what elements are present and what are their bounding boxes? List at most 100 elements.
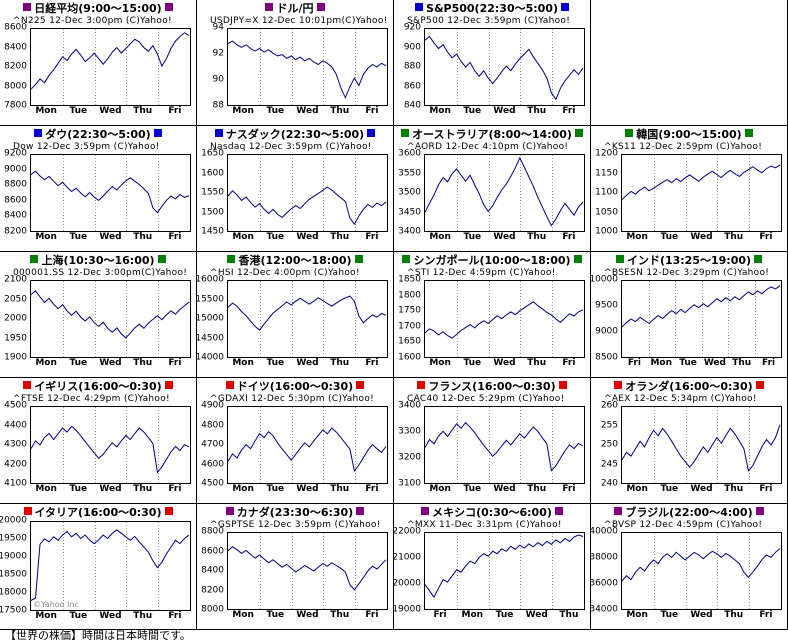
panel-title: 日経平均(9:00～15:00) [34,2,162,15]
panel-header-link[interactable]: オランダ(16:00～0:30) [591,380,787,394]
panel-header-link[interactable]: ダウ(22:30～5:00) [0,128,196,142]
mini-chart[interactable]: 4900 4800 4700 4600 4500 [197,401,393,488]
chart-plot-area [227,154,388,232]
y-tick-label: 1700 [398,321,421,332]
y-tick-label: 3400 [398,400,421,411]
x-tick-label: Tue [660,232,679,242]
y-tick-label: 94 [212,22,224,33]
y-tick-label: 3400 [398,226,421,237]
chart-plot-area [227,280,388,358]
market-panel: ナスダック(22:30～5:00) Nasdaq 12-Dec 3:59pm (… [197,126,394,252]
x-tick-label: Tue [463,232,482,242]
panel-header-link[interactable]: ブラジル(22:00～4:00) [591,506,787,520]
y-tick-label: 255 [600,420,618,430]
region-color-square-icon [367,129,376,137]
region-color-square-icon [30,255,39,263]
chart-plot-area [621,154,782,232]
panel-header-link[interactable]: インド(13:25～19:00) [591,254,787,268]
market-panel: 香港(12:00～18:00) ^HSI 12-Dec 4:00pm (C)Ya… [197,252,394,378]
x-tick-label: Fri [562,358,576,368]
panel-header-link[interactable]: ナスダック(22:30～5:00) [197,128,393,142]
x-tick-label: Mon [650,358,673,368]
x-tick-label: Wed [99,484,122,494]
y-tick-label: 34000 [591,604,618,615]
x-tick-label: Thu [527,358,547,368]
region-color-square-icon [614,507,623,515]
region-color-square-icon [356,381,365,389]
region-color-square-icon [574,129,583,137]
x-tick-label: Fri [759,484,773,494]
mini-chart[interactable]: 920 900 880 860 840 [394,23,590,110]
mini-chart[interactable]: 8600 8400 8200 8000 7800 [0,23,196,110]
panel-title: 韓国(9:00～15:00) [636,128,742,141]
y-tick-label: 18000 [0,587,27,598]
region-color-square-icon [227,255,236,263]
panel-header-link[interactable]: 日経平均(9:00～15:00) [0,2,196,16]
mini-chart[interactable]: 9200 9000 8800 8600 8400 8200 [0,149,196,236]
mini-chart[interactable]: 1650 1600 1550 1500 1450 [197,149,393,236]
x-tick-label: Fri [168,358,182,368]
mini-chart[interactable]: 3400 3300 3200 3100 [394,401,590,488]
y-tick-label: 8500 [595,352,618,363]
y-tick-label: 9500 [595,300,618,311]
y-tick-label: 9200 [4,148,27,159]
panel-header-link[interactable]: フランス(16:00～0:30) [394,380,590,394]
x-axis-labels: Mon Tue Wed Thu Fri [424,358,585,369]
market-panel: インド(13:25～19:00) ^BSESN 12-Dec 3:29pm (C… [591,252,788,378]
panel-header-link[interactable]: オーストラリア(8:00～14:00) [394,128,590,142]
x-tick-label: Thu [330,232,350,242]
panel-title: オランダ(16:00～0:30) [625,380,753,393]
panel-header-link[interactable]: イタリア(16:00～0:30) [0,506,196,520]
panel-header-link[interactable]: 韓国(9:00～15:00) [591,128,787,142]
mini-chart[interactable]: 4500 4400 4300 4200 4100 [0,401,196,488]
panel-header-link[interactable]: カナダ(23:30～6:30) [197,506,393,520]
market-panel: S&P500(22:30～5:00) S&P500 12-Dec 3:59pm … [394,0,591,126]
y-tick-label: 8400 [4,42,27,52]
y-tick-label: 1500 [201,207,224,217]
x-axis-labels: Mon Tue Wed Thu Fri [424,232,585,243]
y-tick-label: 1200 [595,148,618,159]
y-tick-label: 1050 [595,207,618,217]
region-color-square-icon [356,507,365,515]
mini-chart[interactable]: 22000 21000 20000 19000 [394,527,590,614]
mini-chart[interactable]: 260 255 250 245 240 [591,401,787,488]
panel-header-link[interactable]: ドル/円 [197,2,393,16]
panel-header-link[interactable]: S&P500(22:30～5:00) [394,2,590,16]
y-tick-label: 4500 [201,478,224,489]
x-axis-labels: Mon Tue Wed Thu Fri [227,610,388,621]
x-tick-label: Wed [296,610,319,620]
market-panel: 日経平均(9:00～15:00) ^N225 12-Dec 3:00pm (C)… [0,0,197,126]
panel-header-link[interactable]: シンガポール(10:00～18:00) [394,254,590,268]
panel-header-link[interactable]: メキシコ(0:30～6:00) [394,506,590,520]
panel-header-link[interactable]: ドイツ(16:00～0:30) [197,380,393,394]
mini-chart[interactable]: 10000 9500 9000 8500 [591,275,787,362]
mini-chart[interactable]: 2100 2050 2000 1950 1900 [0,275,196,362]
mini-chart[interactable]: 40000 38000 36000 34000 [591,527,787,614]
mini-chart[interactable]: 1850 1800 1750 1700 1650 1600 [394,275,590,362]
region-color-square-icon [164,3,173,11]
mini-chart[interactable]: 94 92 90 88 [197,23,393,110]
panel-title: フランス(16:00～0:30) [428,380,556,393]
x-tick-label: Fri [562,484,576,494]
market-panel: メキシコ(0:30～6:00) ^MXX 11-Dec 3:31pm (C)Ya… [394,504,591,630]
mini-chart[interactable]: 8800 8600 8400 8200 8000 [197,527,393,614]
y-tick-label: 16000 [197,274,224,285]
mini-chart[interactable]: 16000 15500 15000 14500 14000 [197,275,393,362]
chart-plot-area [30,406,191,484]
mini-chart[interactable]: 1200 1150 1100 1050 1000 [591,149,787,236]
ticker-caption: USDJPY=X 12-Dec 10:01pm(C)Yahoo! [210,16,388,26]
y-tick-label: 4400 [4,420,27,430]
y-tick-label: 3100 [398,478,421,489]
y-tick-label: 1750 [398,305,421,316]
x-tick-label: Fri [365,610,379,620]
panel-header-link[interactable]: イギリス(16:00～0:30) [0,380,196,394]
panel-header-link[interactable]: 香港(12:00～18:00) [197,254,393,268]
mini-chart[interactable]: 20000 19500 19000 18500 18000 17500 ©Yahoo In… [0,516,196,615]
panel-header-link[interactable]: 上海(10:30～16:00) [0,254,196,268]
panel-title: メキシコ(0:30～6:00) [432,506,552,519]
x-tick-label: Thu [330,610,350,620]
x-tick-label: Thu [330,484,350,494]
y-tick-label: 19000 [394,604,421,615]
mini-chart[interactable]: 3600 3550 3500 3450 3400 [394,149,590,236]
region-color-square-icon [415,3,424,11]
